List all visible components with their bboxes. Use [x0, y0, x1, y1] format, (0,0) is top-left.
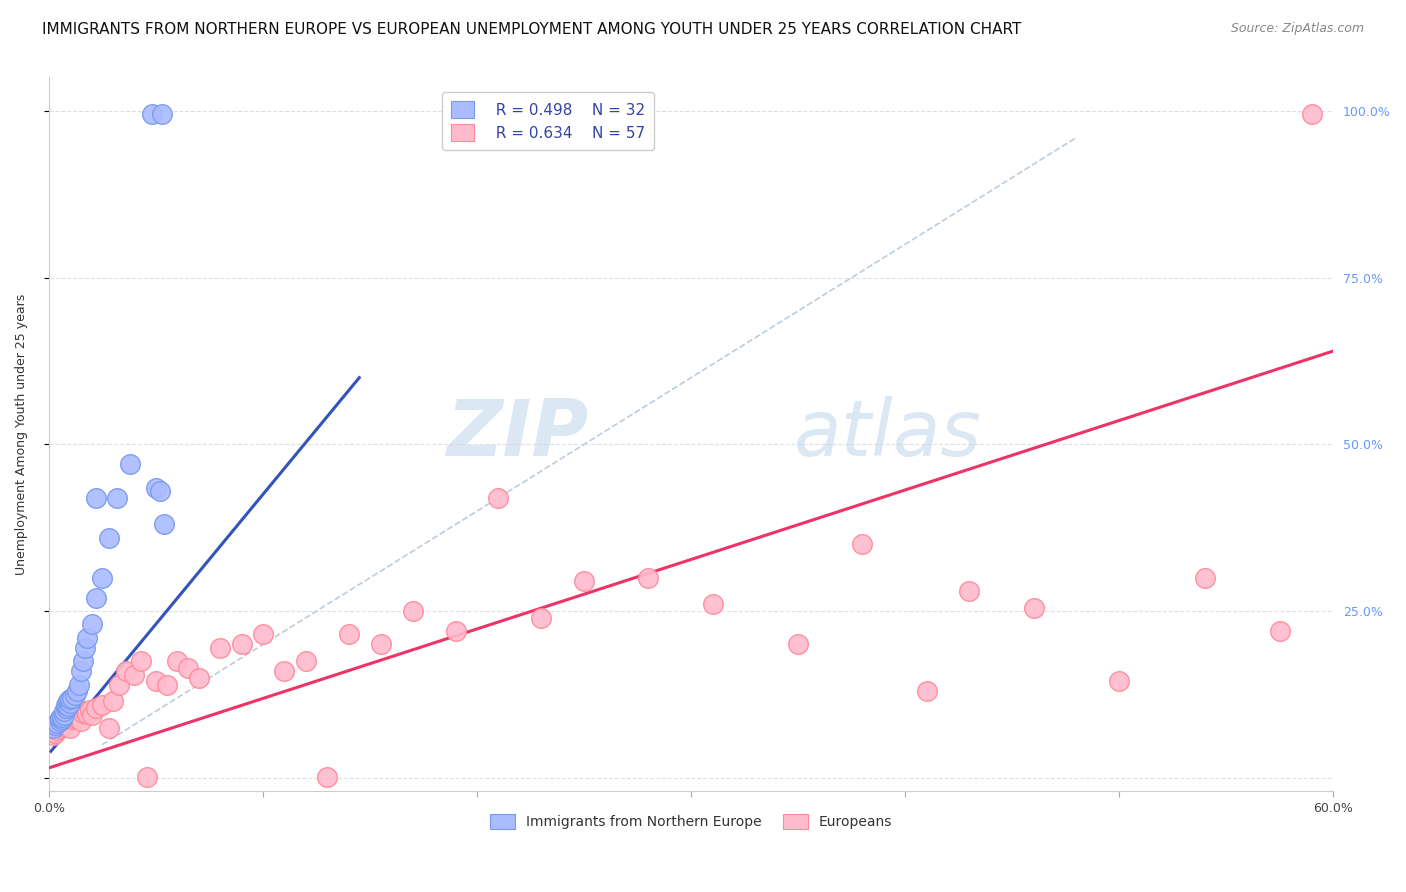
Point	[105, 491, 128, 505]
Point	[55, 701, 77, 715]
Point	[97, 721, 120, 735]
Point	[67, 677, 90, 691]
Point	[915, 684, 938, 698]
Point	[76, 631, 98, 645]
Point	[48, 714, 70, 729]
Point	[66, 684, 89, 698]
Point	[52, 704, 75, 718]
Point	[444, 624, 467, 639]
Point	[63, 711, 86, 725]
Point	[1194, 571, 1216, 585]
Point	[370, 638, 392, 652]
Point	[48, 721, 70, 735]
Point	[59, 696, 82, 710]
Point	[42, 727, 65, 741]
Point	[48, 711, 70, 725]
Point	[637, 571, 659, 585]
Point	[572, 574, 595, 588]
Point	[56, 714, 79, 729]
Point	[145, 481, 167, 495]
Point	[80, 707, 103, 722]
Point	[52, 717, 75, 731]
Point	[155, 677, 177, 691]
Point	[59, 721, 82, 735]
Point	[101, 694, 124, 708]
Point	[252, 627, 274, 641]
Text: atlas: atlas	[794, 396, 981, 473]
Point	[80, 617, 103, 632]
Point	[84, 491, 107, 505]
Point	[63, 688, 86, 702]
Point	[1268, 624, 1291, 639]
Point	[70, 714, 93, 729]
Point	[273, 664, 295, 678]
Point	[115, 664, 138, 678]
Point	[1022, 600, 1045, 615]
Point	[141, 107, 163, 121]
Point	[149, 484, 172, 499]
Point	[145, 674, 167, 689]
Legend: Immigrants from Northern Europe, Europeans: Immigrants from Northern Europe, Europea…	[485, 808, 897, 834]
Point	[66, 709, 89, 723]
Point	[75, 640, 97, 655]
Point	[76, 706, 98, 721]
Point	[72, 706, 94, 720]
Point	[91, 571, 114, 585]
Point	[1301, 107, 1323, 121]
Point	[337, 627, 360, 641]
Point	[177, 661, 200, 675]
Point	[120, 458, 142, 472]
Point	[56, 698, 79, 713]
Point	[52, 707, 75, 722]
Point	[166, 654, 188, 668]
Point	[1108, 674, 1130, 689]
Point	[55, 716, 77, 731]
Point	[46, 723, 69, 737]
Point	[787, 638, 810, 652]
Text: ZIP: ZIP	[446, 396, 588, 473]
Point	[84, 591, 107, 605]
Point	[72, 654, 94, 668]
Point	[402, 604, 425, 618]
Point	[67, 707, 90, 722]
Point	[316, 770, 339, 784]
Point	[44, 725, 66, 739]
Point	[108, 677, 131, 691]
Point	[209, 640, 232, 655]
Text: IMMIGRANTS FROM NORTHERN EUROPE VS EUROPEAN UNEMPLOYMENT AMONG YOUTH UNDER 25 YE: IMMIGRANTS FROM NORTHERN EUROPE VS EUROP…	[42, 22, 1022, 37]
Point	[46, 716, 69, 731]
Y-axis label: Unemployment Among Youth under 25 years: Unemployment Among Youth under 25 years	[15, 293, 28, 575]
Point	[851, 537, 873, 551]
Point	[488, 491, 510, 505]
Point	[55, 698, 77, 712]
Point	[42, 721, 65, 735]
Point	[56, 694, 79, 708]
Point	[75, 704, 97, 718]
Point	[959, 584, 981, 599]
Point	[136, 770, 159, 784]
Point	[702, 598, 724, 612]
Point	[84, 701, 107, 715]
Point	[187, 671, 209, 685]
Point	[530, 611, 553, 625]
Point	[294, 654, 316, 668]
Point	[51, 712, 73, 726]
Point	[97, 531, 120, 545]
Point	[44, 717, 66, 731]
Point	[150, 107, 173, 121]
Point	[124, 667, 146, 681]
Point	[51, 719, 73, 733]
Text: Source: ZipAtlas.com: Source: ZipAtlas.com	[1230, 22, 1364, 36]
Point	[60, 690, 83, 705]
Point	[59, 692, 82, 706]
Point	[231, 638, 253, 652]
Point	[129, 654, 152, 668]
Point	[60, 712, 83, 726]
Point	[91, 698, 114, 712]
Point	[70, 664, 93, 678]
Point	[153, 517, 176, 532]
Point	[79, 703, 101, 717]
Point	[51, 709, 73, 723]
